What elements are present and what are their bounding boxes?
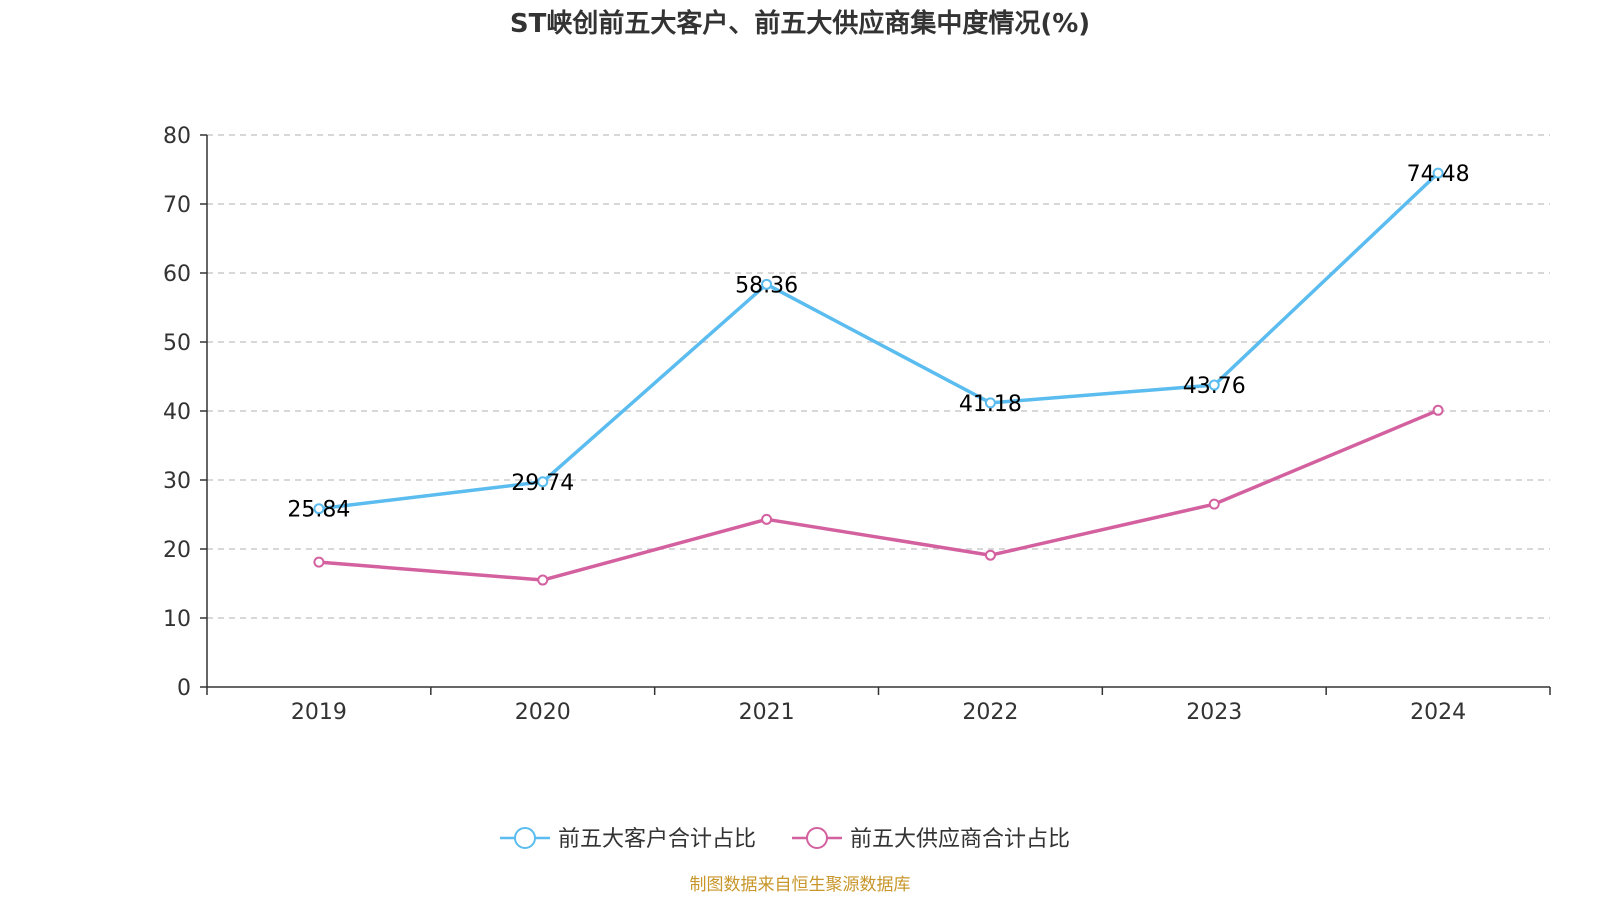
data-label: 41.18 <box>959 392 1022 417</box>
grid-lines <box>207 134 1550 619</box>
series-1-point <box>537 476 549 488</box>
y-tick-label: 40 <box>163 400 191 425</box>
series-2-point <box>1432 404 1444 416</box>
y-tick-label: 70 <box>163 193 191 218</box>
y-tick-label: 50 <box>163 331 191 356</box>
series-1-point <box>1208 379 1220 391</box>
x-tick-label: 2019 <box>291 700 347 725</box>
y-tick-label: 80 <box>163 124 191 149</box>
series-line-1 <box>318 171 1440 511</box>
series-line-2 <box>318 408 1439 582</box>
data-label: 29.74 <box>511 471 574 496</box>
series-2-point <box>313 556 325 568</box>
series-group <box>313 167 1444 586</box>
legend-item-1[interactable]: 前五大客户合计占比 <box>500 827 756 852</box>
x-tick-label: 2020 <box>515 700 571 725</box>
y-tick-label: 60 <box>163 262 191 287</box>
legend[interactable]: 前五大客户合计占比 前五大供应商合计占比 <box>500 827 1070 852</box>
legend-item-2[interactable]: 前五大供应商合计占比 <box>792 827 1070 852</box>
legend-marker-icon <box>514 827 536 849</box>
series-1-point <box>1432 167 1444 179</box>
series-1-point <box>313 503 325 515</box>
series-2-point <box>1208 498 1220 510</box>
series-1-point <box>984 397 996 409</box>
x-tick-label: 2022 <box>962 700 1018 725</box>
series-2-point <box>761 513 773 525</box>
legend-label: 前五大客户合计占比 <box>558 827 756 852</box>
data-label: 58.36 <box>735 273 798 298</box>
y-tick-label: 20 <box>163 538 191 563</box>
y-tick-label: 10 <box>163 607 191 632</box>
series-1-point <box>761 278 773 290</box>
y-tick-label: 0 <box>177 676 191 701</box>
x-tick-label: 2021 <box>739 700 795 725</box>
legend-marker-icon <box>806 827 828 849</box>
data-label: 74.48 <box>1407 162 1470 187</box>
data-label: 25.84 <box>287 498 350 523</box>
x-tick-label: 2023 <box>1186 700 1242 725</box>
source-note: 制图数据来自恒生聚源数据库 <box>690 875 911 895</box>
legend-label: 前五大供应商合计占比 <box>850 827 1070 852</box>
data-labels: 25.84 29.74 58.36 41.18 43.76 74.48 <box>287 162 1469 523</box>
series-2-point <box>537 574 549 586</box>
chart-title: ST峡创前五大客户、前五大供应商集中度情况(%) <box>510 8 1090 39</box>
x-tick-label: 2024 <box>1410 700 1466 725</box>
series-2-point <box>984 549 996 561</box>
y-tick-label: 30 <box>163 469 191 494</box>
axes: 0 10 20 30 40 50 60 70 80 2019 2020 2021 2022 2023 202… <box>163 124 1551 725</box>
data-label: 43.76 <box>1183 374 1246 399</box>
